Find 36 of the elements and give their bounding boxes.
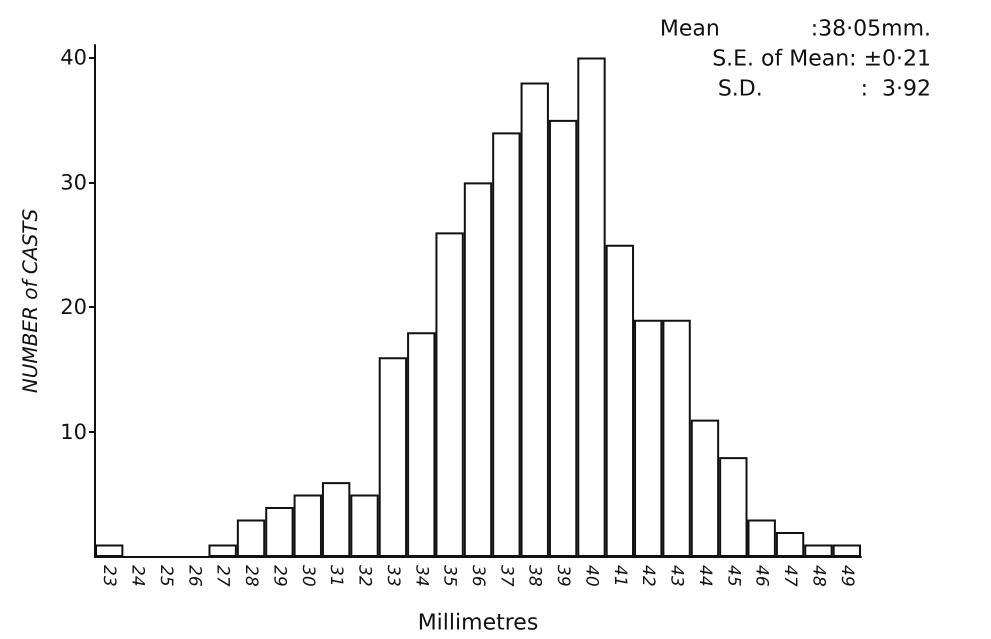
x-tick-label: 35 xyxy=(440,565,460,587)
x-tick-label: 40 xyxy=(581,565,602,587)
x-tick-label: 26 xyxy=(184,565,204,587)
x-tick-label: 47 xyxy=(780,565,800,587)
y-tick-label: 20 xyxy=(60,295,87,320)
x-tick-label: 31 xyxy=(326,565,346,587)
x-tick-label: 49 xyxy=(836,565,857,587)
y-tick-label: 40 xyxy=(60,45,87,70)
y-tick-label: 30 xyxy=(60,170,87,194)
x-tick-label: 28 xyxy=(241,565,262,587)
annotation: S.D. : 3·92 xyxy=(718,76,932,102)
x-tick-label: 37 xyxy=(496,565,516,587)
y-tick-label: 10 xyxy=(60,420,87,444)
text: Mean :38·05mm. xyxy=(660,16,932,42)
x-tick-label: 27 xyxy=(212,565,233,587)
annotation: S.E. of Mean: ±0·21 xyxy=(712,46,932,72)
x-tick-label: 44 xyxy=(694,565,715,587)
x-tick-label: 42 xyxy=(638,565,658,587)
x-tick-label: 48 xyxy=(808,565,828,587)
x-tick-label: 30 xyxy=(298,565,318,587)
x-tick-label: 23 xyxy=(99,565,120,587)
x-tick-label: 33 xyxy=(382,565,403,587)
x-axis-title: Millimetres xyxy=(418,610,538,636)
x-tick-label: 41 xyxy=(610,565,630,587)
x-tick-label: 38 xyxy=(524,565,545,587)
x-tick-label: 24 xyxy=(128,565,148,587)
x-tick-label: 34 xyxy=(411,565,432,587)
x-tick-label: 45 xyxy=(723,565,744,587)
x-tick-label: 32 xyxy=(354,565,375,587)
x-tick-label: 43 xyxy=(666,565,687,587)
y-axis-title: NUMBER of CASTS xyxy=(18,208,42,394)
x-tick-label: 36 xyxy=(468,565,488,587)
x-tick-label: 39 xyxy=(553,565,574,587)
x-tick-label: 29 xyxy=(269,565,290,587)
x-tick-label: 25 xyxy=(156,565,176,587)
x-tick-label: 46 xyxy=(752,565,772,587)
